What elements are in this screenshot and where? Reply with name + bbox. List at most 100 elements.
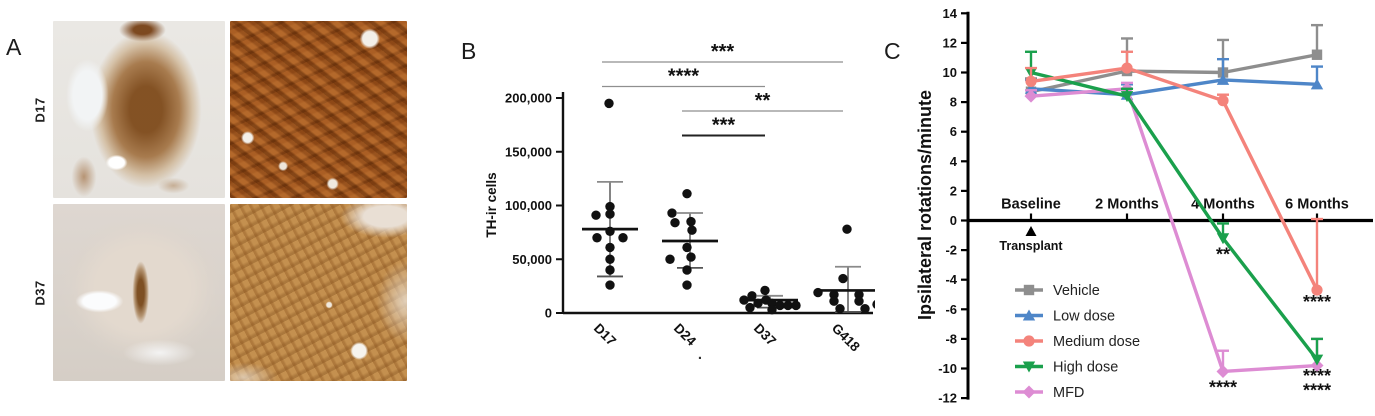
- panel-b-chart: 0 50,000 100,000 150,000 200,000 TH-ir cells D…: [484, 41, 875, 363]
- c-x-label-6-months: 6 Months: [1285, 197, 1349, 213]
- b-data-point: [605, 265, 615, 275]
- b-data-point: [829, 296, 839, 306]
- b-data-point: [842, 224, 852, 234]
- c-marker-high-dose: [1120, 91, 1134, 103]
- c-marker-medium-dose: [1311, 284, 1323, 296]
- c-legend-marker-high-dose: [1022, 361, 1036, 373]
- b-data-point: [605, 209, 615, 219]
- b-data-point: [783, 300, 793, 311]
- b-data-point: [838, 273, 848, 284]
- c-y-tick-label: 10: [943, 65, 957, 80]
- b-data-point: [753, 298, 763, 309]
- b-data-point: [665, 254, 675, 264]
- b-data-point: [747, 291, 757, 301]
- row-label-d17: D17: [32, 97, 48, 123]
- b-category-label-g418: G418: [829, 321, 863, 355]
- c-x-label-2-months: 2 Months: [1095, 197, 1159, 213]
- c-transplant-label: Transplant: [999, 239, 1063, 253]
- micrograph-d17-overview: [53, 21, 225, 198]
- panel-b-label: B: [461, 38, 477, 64]
- c-marker-vehicle: [1311, 49, 1323, 60]
- c-y-tick-label: -8: [945, 331, 957, 346]
- micrograph-d37-overview: [53, 204, 225, 381]
- c-marker-high-dose: [1216, 233, 1230, 245]
- b-data-point: [682, 280, 692, 290]
- b-y-tick-label: 200,000: [505, 91, 552, 106]
- b-y-axis-title: TH-ir cells: [484, 172, 499, 237]
- c-marker-mfd: [1216, 364, 1230, 378]
- c-legend-label-low-dose: Low dose: [1053, 309, 1115, 325]
- b-data-point: [835, 304, 845, 314]
- c-y-tick-label: -4: [945, 272, 957, 287]
- b-data-point: [854, 296, 864, 306]
- c-legend-label-mfd: MFD: [1053, 385, 1084, 401]
- c-significance-stars: ****: [1303, 292, 1331, 312]
- c-legend-marker-vehicle: [1023, 284, 1035, 296]
- b-data-point: [667, 208, 677, 218]
- b-y-tick-label: 0: [545, 306, 552, 321]
- c-series-line-medium-dose: [1030, 66, 1319, 291]
- panel-c-label: C: [884, 38, 901, 64]
- c-series-line-high-dose: [1030, 70, 1319, 361]
- c-y-tick-label: -12: [938, 391, 957, 406]
- c-x-label-baseline: Baseline: [1001, 197, 1061, 213]
- c-legend-marker-mfd: [1022, 385, 1036, 399]
- b-data-point: [760, 285, 770, 296]
- transplant-arrow-icon: [1025, 226, 1037, 236]
- b-category-label-d37: D37: [751, 321, 779, 349]
- b-data-point: [592, 233, 602, 243]
- b-data-point: [686, 252, 696, 262]
- b-stray-mark: .: [698, 346, 702, 363]
- b-data-point: [767, 298, 777, 309]
- c-marker-medium-dose: [1025, 75, 1037, 87]
- c-significance-stars: **: [1216, 244, 1230, 264]
- c-x-label-4-months: 4 Months: [1191, 197, 1255, 213]
- b-y-tick-label: 150,000: [505, 144, 552, 159]
- c-legend-label-vehicle: Vehicle: [1053, 283, 1100, 299]
- panel-c-chart: -12 -10 -8 -6 -4 -2 0 2 4 6 8 10 12 14 Ipsilateral rot…: [915, 6, 1373, 406]
- c-legend-marker-low-dose: [1022, 309, 1036, 321]
- micrograph-d37-highmag: [230, 204, 407, 381]
- c-y-axis-title: Ipsilateral rotations/minute: [915, 90, 935, 320]
- b-data-point: [605, 226, 615, 236]
- c-marker-medium-dose: [1217, 95, 1229, 107]
- b-data-point: [775, 300, 785, 311]
- c-y-tick-label: -6: [945, 302, 957, 317]
- b-data-point: [739, 295, 749, 305]
- c-marker-mfd: [1024, 89, 1038, 103]
- b-data-point: [591, 210, 601, 220]
- c-marker-low-dose: [1216, 73, 1230, 85]
- b-data-point: [791, 300, 801, 311]
- b-significance-stars: ***: [712, 115, 736, 137]
- c-y-tick-label: 0: [950, 213, 957, 228]
- b-data-point: [686, 216, 696, 227]
- c-y-tick-label: 12: [943, 35, 957, 50]
- b-data-point: [605, 242, 615, 253]
- c-y-tick-label: -2: [945, 243, 957, 258]
- b-data-point: [854, 290, 864, 300]
- b-significance-stars: ****: [668, 66, 699, 88]
- b-category-label-d17: D17: [591, 321, 619, 349]
- b-significance-stars: **: [755, 90, 771, 112]
- b-data-point: [618, 233, 628, 243]
- c-marker-high-dose: [1310, 354, 1324, 366]
- b-y-tick-label: 50,000: [512, 252, 552, 267]
- c-marker-medium-dose: [1121, 62, 1133, 74]
- c-y-tick-label: 6: [950, 124, 957, 139]
- b-significance-stars: ***: [711, 41, 735, 63]
- panel-a-label: A: [6, 34, 22, 60]
- c-legend-label-high-dose: High dose: [1053, 360, 1118, 376]
- b-data-point: [682, 188, 692, 199]
- c-y-tick-label: 4: [950, 154, 958, 169]
- b-data-point: [605, 280, 615, 290]
- c-series-line-vehicle: [1030, 53, 1318, 94]
- c-y-tick-label: 14: [943, 6, 958, 21]
- c-series-line-mfd: [1030, 87, 1318, 374]
- c-significance-stars: ****: [1209, 378, 1237, 398]
- b-y-tick-label: 100,000: [505, 198, 552, 213]
- c-significance-stars: ****: [1303, 381, 1331, 401]
- b-data-point: [670, 218, 680, 228]
- b-data-point: [687, 225, 697, 235]
- b-data-point: [767, 305, 777, 315]
